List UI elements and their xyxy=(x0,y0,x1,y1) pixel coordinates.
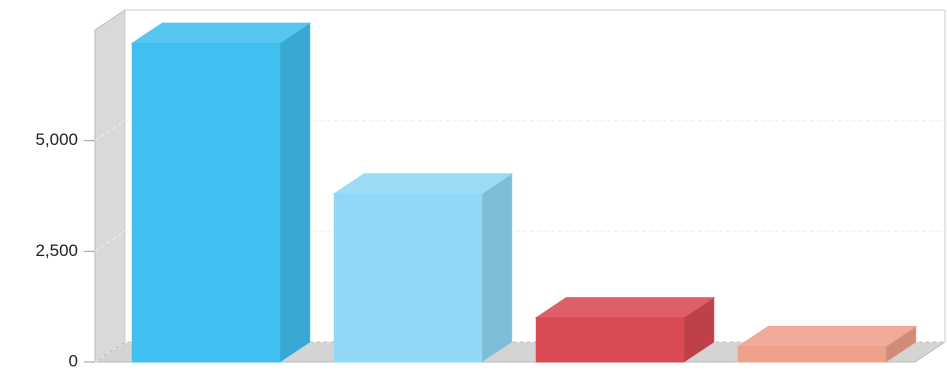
bar-side-shade xyxy=(279,23,310,363)
bar xyxy=(333,193,483,363)
y-tick-label: 2,500 xyxy=(35,241,78,260)
bar-top-shade xyxy=(334,173,512,194)
bar-top-shade xyxy=(132,23,310,44)
bar-side-shade xyxy=(481,173,512,362)
bar-side-shade xyxy=(683,297,714,362)
y-tick-label: 0 xyxy=(69,351,78,370)
grid-line xyxy=(94,230,945,252)
bar xyxy=(737,346,887,363)
bar-side-shade xyxy=(885,326,916,362)
side-wall xyxy=(94,9,126,363)
grid-line xyxy=(94,120,945,142)
bar xyxy=(535,317,685,363)
bar-top-shade xyxy=(536,297,714,318)
bar-top-shade xyxy=(738,326,916,347)
back-wall xyxy=(124,9,946,342)
bar xyxy=(131,42,281,363)
y-tick-label: 5,000 xyxy=(35,130,78,149)
